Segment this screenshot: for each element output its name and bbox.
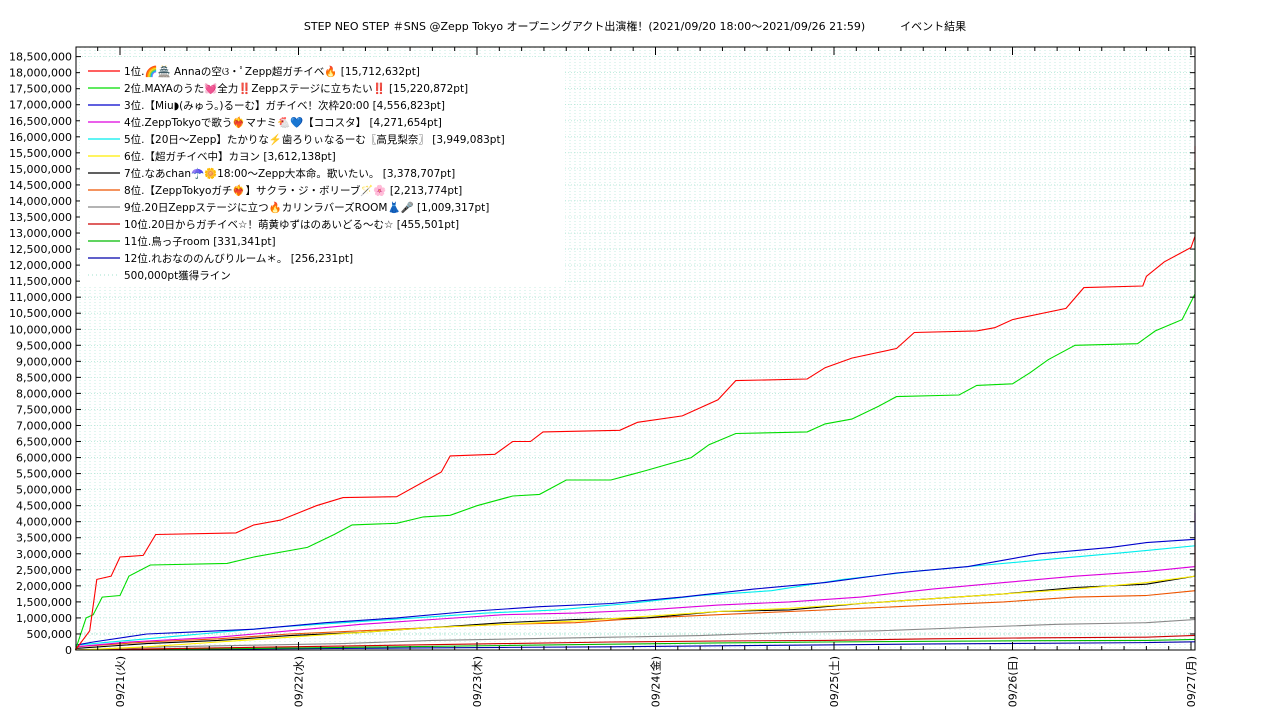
series-line <box>75 503 1196 646</box>
legend-item: 2位.MAYAのうた💓全力‼️Zeppステージに立ちたい‼️ [15,220,8… <box>124 82 468 95</box>
y-tick-label: 5,500,000 <box>16 468 72 481</box>
y-tick-label: 500,000 <box>27 628 73 641</box>
x-tick-label: 09/24(金) <box>649 656 663 707</box>
y-tick-label: 10,500,000 <box>9 307 72 320</box>
y-tick-label: 3,500,000 <box>16 532 72 545</box>
y-tick-label: 9,500,000 <box>16 339 72 352</box>
x-tick-label: 09/22(水) <box>293 656 306 707</box>
plot-frame <box>75 46 1196 651</box>
y-tick-label: 7,000,000 <box>16 419 72 432</box>
legend-item: 1位.🌈🏯 Annaの空ଓ・ﾟZepp超ガチイベ🔥 [15,712,632pt] <box>124 65 420 78</box>
x-tick-label: 09/23(木) <box>471 656 484 707</box>
y-tick-label: 6,000,000 <box>16 452 72 465</box>
series-line <box>75 513 1196 648</box>
legend-item: 10位.20日からガチイベ☆！萌黄ゆずはのあいどる〜む☆ [455,501pt] <box>124 218 459 231</box>
series-line <box>75 541 1196 649</box>
y-tick-label: 14,000,000 <box>9 195 72 208</box>
y-tick-label: 4,500,000 <box>16 500 72 513</box>
y-tick-label: 16,500,000 <box>9 115 72 128</box>
y-tick-label: 3,000,000 <box>16 548 72 561</box>
y-tick-label: 18,000,000 <box>9 67 72 80</box>
x-tick-label: 09/21(火) <box>114 656 127 707</box>
x-axis: 09/21(火) 09/22(水) 09/23(木) 09/24(金) 09/25(土)… <box>97 47 1198 707</box>
y-tick-label: 11,000,000 <box>9 291 72 304</box>
y-tick-label: 18,500,000 <box>9 51 72 64</box>
legend-item: 6位.【超ガチイベ中】カヨン [3,612,138pt] <box>124 150 336 163</box>
y-tick-label: 11,500,000 <box>9 275 72 288</box>
y-tick-label: 10,000,000 <box>9 323 72 336</box>
series-layer <box>74 146 1196 651</box>
chart-title: STEP NEO STEP ＃SNS @Zepp Tokyo オープニングアクト… <box>303 20 967 33</box>
y-tick-label: 15,000,000 <box>9 163 72 176</box>
y-tick-label: 14,500,000 <box>9 179 72 192</box>
legend-item: 5位.【20日〜Zepp】たかりな⚡️歯ろりぃなるーむ〖高見梨奈〗 [3,949… <box>124 133 505 146</box>
legend-item: 9位.20日Zeppステージに立つ🔥カリンラバーズROOM👗🎤 [1,009,3… <box>124 201 489 214</box>
x-tick-label: 09/25(土) <box>828 656 841 707</box>
y-tick-label: 0 <box>65 644 72 657</box>
legend-item: 12位.れおなののんびりルーム＊。 [256,231pt] <box>124 252 353 265</box>
y-tick-label: 13,000,000 <box>9 227 72 240</box>
legend-item: 3位.【Miu◗(みゅう。)るーむ】ガチイベ！次枠20:00 [4,556,82… <box>124 99 445 112</box>
y-tick-label: 12,500,000 <box>9 243 72 256</box>
y-tick-label: 16,000,000 <box>9 131 72 144</box>
y-tick-label: 8,000,000 <box>16 387 72 400</box>
legend-item: 8位.【ZeppTokyoガチ❤️‍🔥】サクラ・ジ・ボリーブ🪄🌸 [2,213,… <box>124 184 462 197</box>
series-line <box>75 641 1196 651</box>
series-line <box>75 534 1196 651</box>
y-tick-label: 17,500,000 <box>9 83 72 96</box>
y-tick-label: 8,500,000 <box>16 371 72 384</box>
y-tick-label: 15,500,000 <box>9 147 72 160</box>
series-line <box>74 161 1196 651</box>
y-tick-label: 2,500,000 <box>16 564 72 577</box>
y-tick-label: 2,000,000 <box>16 580 72 593</box>
y-tick-label: 1,500,000 <box>16 596 72 609</box>
series-line <box>75 638 1196 651</box>
legend-item: 11位.鳥っ子room [331,341pt] <box>124 235 276 248</box>
legend-item: 4位.ZeppTokyoで歌う❤️‍🔥マナミ🐔💙【ココスタ】 [4,271,65… <box>124 116 442 129</box>
legend-box <box>80 58 565 286</box>
legend: 1位.🌈🏯 Annaの空ଓ・ﾟZepp超ガチイベ🔥 [15,712,632pt]… <box>80 58 565 286</box>
series-line <box>75 634 1196 651</box>
y-tick-label: 5,000,000 <box>16 484 72 497</box>
y-tick-label: 12,000,000 <box>9 259 72 272</box>
y-tick-label: 6,500,000 <box>16 436 72 449</box>
y-tick-label: 7,500,000 <box>16 403 72 416</box>
legend-item: 7位.なあchan☂️🌼18:00〜Zepp大本命。歌いたい。 [3,378,7… <box>124 167 455 180</box>
x-tick-label: 09/26(日) <box>1007 656 1020 707</box>
series-line <box>75 617 1196 651</box>
series-line <box>74 146 1196 651</box>
y-tick-label: 4,000,000 <box>16 516 72 529</box>
legend-item-threshold: 500,000pt獲得ライン <box>124 269 231 282</box>
y-tick-label: 9,000,000 <box>16 355 72 368</box>
y-tick-label: 1,000,000 <box>16 612 72 625</box>
series-line <box>75 579 1196 648</box>
y-tick-label: 17,000,000 <box>9 99 72 112</box>
y-tick-label: 13,500,000 <box>9 211 72 224</box>
x-tick-label: 09/27(月) <box>1185 656 1198 707</box>
